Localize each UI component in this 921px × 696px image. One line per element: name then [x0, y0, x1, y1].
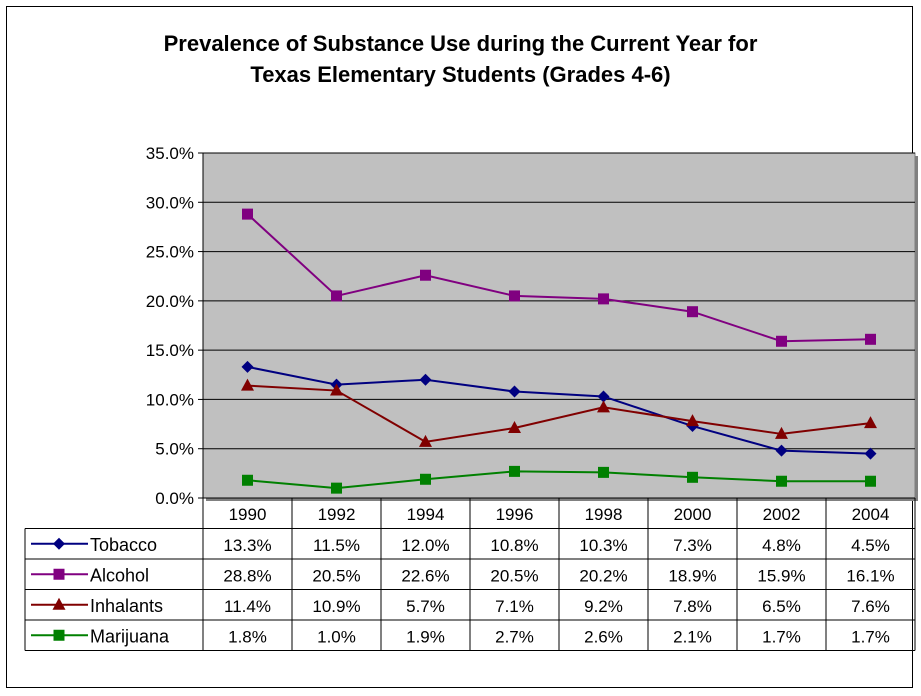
x-tick-label: 2004	[852, 505, 890, 524]
series-line-inhalants	[247, 384, 871, 443]
table-cell-alcohol: 20.5%	[490, 566, 538, 585]
data-point-tobacco	[419, 373, 432, 386]
chart-title: Prevalence of Substance Use during the C…	[0, 28, 921, 90]
table-cell-tobacco: 11.5%	[313, 536, 360, 555]
x-tick-label: 1992	[318, 505, 356, 524]
table-cell-marijuana: 1.8%	[228, 627, 267, 646]
data-table	[24, 497, 916, 651]
data-point-tobacco	[597, 390, 610, 403]
legend-key-marker-alcohol	[53, 568, 65, 580]
data-point-inhalants	[330, 383, 343, 396]
data-point-marijuana	[687, 471, 698, 483]
data-point-marijuana	[420, 473, 431, 485]
table-cell-tobacco: 7.3%	[673, 536, 712, 555]
data-point-inhalants	[864, 416, 877, 429]
table-cell-inhalants: 7.1%	[495, 597, 534, 616]
data-point-marijuana	[865, 475, 876, 487]
y-tick-label: 30.0%	[146, 193, 194, 212]
table-cell-inhalants: 11.4%	[224, 597, 271, 616]
y-tick-label: 15.0%	[146, 341, 194, 360]
y-tick-label: 35.0%	[146, 144, 194, 163]
data-point-inhalants	[686, 414, 699, 427]
y-tick-label: 25.0%	[146, 243, 194, 262]
data-point-marijuana	[509, 465, 520, 477]
series-line-tobacco	[247, 365, 871, 455]
table-cell-inhalants: 10.9%	[312, 597, 360, 616]
x-tick-label: 1994	[407, 505, 445, 524]
data-point-marijuana	[598, 466, 609, 478]
y-tick-label: 0.0%	[155, 489, 194, 508]
data-point-marijuana	[331, 482, 342, 494]
legend-label-marijuana: Marijuana	[90, 626, 170, 646]
table-cell-alcohol: 18.9%	[668, 566, 716, 585]
table-cell-tobacco: 13.3%	[223, 536, 271, 555]
x-tick-label: 2000	[674, 505, 712, 524]
x-tick-label: 1996	[496, 505, 534, 524]
data-point-inhalants	[241, 378, 254, 391]
data-point-alcohol	[776, 335, 787, 347]
data-point-alcohol	[509, 290, 520, 302]
data-point-inhalants	[419, 434, 432, 447]
legend-label-tobacco: Tobacco	[90, 535, 157, 555]
table-cell-inhalants: 6.5%	[762, 597, 801, 616]
data-point-inhalants	[775, 426, 788, 439]
data-point-tobacco	[864, 447, 877, 460]
legend-label-inhalants: Inhalants	[90, 596, 163, 616]
x-tick-label: 1990	[229, 505, 267, 524]
legend-key-marker-inhalants	[52, 597, 66, 610]
y-tick-label: 10.0%	[146, 390, 194, 409]
data-point-marijuana	[776, 475, 787, 487]
series-marijuana	[242, 465, 876, 494]
series-alcohol	[242, 208, 876, 347]
table-cell-inhalants: 5.7%	[406, 597, 445, 616]
table-cell-inhalants: 7.8%	[673, 597, 712, 616]
data-point-alcohol	[865, 333, 876, 345]
table-cell-alcohol: 22.6%	[401, 566, 449, 585]
x-tick-label: 1998	[585, 505, 623, 524]
chart-title-line-2: Texas Elementary Students (Grades 4-6)	[250, 62, 671, 87]
table-cell-tobacco: 10.3%	[579, 536, 627, 555]
data-point-alcohol	[420, 269, 431, 281]
chart-title-line-1: Prevalence of Substance Use during the C…	[163, 31, 758, 56]
data-point-inhalants	[597, 400, 610, 413]
table-cell-tobacco: 10.8%	[490, 536, 538, 555]
table-cell-alcohol: 28.8%	[223, 566, 271, 585]
table-cell-marijuana: 1.0%	[317, 627, 356, 646]
table-cell-marijuana: 1.9%	[406, 627, 445, 646]
series-line-alcohol	[246, 213, 871, 343]
y-tick-label: 5.0%	[155, 440, 194, 459]
plot-area	[202, 152, 916, 499]
table-cell-marijuana: 2.7%	[495, 627, 534, 646]
table-cell-marijuana: 1.7%	[851, 627, 890, 646]
legend-label-alcohol: Alcohol	[90, 565, 149, 585]
table-cell-marijuana: 1.7%	[762, 627, 801, 646]
data-point-tobacco	[508, 385, 521, 398]
data-point-inhalants	[508, 421, 521, 434]
table-cell-tobacco: 4.8%	[762, 536, 801, 555]
data-point-marijuana	[242, 474, 253, 486]
data-point-alcohol	[598, 293, 609, 305]
series-inhalants	[241, 378, 877, 447]
legend-key-marker-tobacco	[53, 537, 65, 550]
table-cell-inhalants: 7.6%	[851, 597, 890, 616]
table-cell-alcohol: 20.2%	[579, 566, 627, 585]
table-cell-marijuana: 2.1%	[673, 627, 712, 646]
legend-key-marker-marijuana	[53, 629, 65, 641]
table-cell-marijuana: 2.6%	[584, 627, 623, 646]
y-tick-label: 20.0%	[146, 292, 194, 311]
data-point-tobacco	[775, 444, 788, 457]
table-cell-tobacco: 4.5%	[851, 536, 890, 555]
data-point-alcohol	[331, 290, 342, 302]
data-point-alcohol	[687, 306, 698, 318]
table-cell-tobacco: 12.0%	[401, 536, 449, 555]
data-point-tobacco	[241, 360, 254, 373]
table-cell-alcohol: 20.5%	[312, 566, 360, 585]
table-cell-alcohol: 15.9%	[757, 566, 805, 585]
x-tick-label: 2002	[763, 505, 801, 524]
table-cell-inhalants: 9.2%	[584, 597, 623, 616]
data-point-alcohol	[242, 208, 253, 220]
table-cell-alcohol: 16.1%	[846, 566, 894, 585]
series-line-marijuana	[247, 470, 871, 490]
